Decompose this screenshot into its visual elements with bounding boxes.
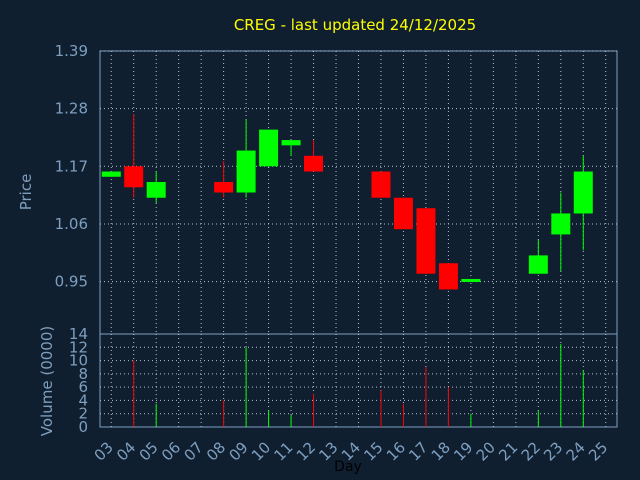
chart-title: CREG - last updated 24/12/2025 <box>234 16 476 34</box>
candle-body <box>573 171 593 214</box>
volume-tick-label: 4 <box>78 391 88 409</box>
candle-body <box>438 263 458 290</box>
candle-03 <box>101 171 121 177</box>
price-tick-label: 0.95 <box>55 273 88 291</box>
price-tick-label: 1.28 <box>55 100 88 118</box>
candle-18 <box>438 263 458 290</box>
candle-body <box>146 182 166 198</box>
candle-body <box>461 278 481 282</box>
candle-19 <box>461 278 481 282</box>
candle-22 <box>528 239 548 274</box>
candle-body <box>393 197 413 230</box>
price-tick-label: 1.06 <box>55 215 88 233</box>
price-y-ticks: 0.95 1.06 1.17 1.28 1.39 <box>55 42 88 291</box>
candle-body <box>551 213 571 235</box>
price-panel: 0.95 1.06 1.17 1.28 1.39 Price <box>17 42 618 335</box>
candle-11 <box>281 140 301 156</box>
candle-body <box>304 155 324 172</box>
volume-tick-label: 0 <box>78 418 88 436</box>
candle-body <box>528 255 548 274</box>
candle-10 <box>259 129 279 167</box>
candle-17 <box>416 208 436 274</box>
volume-tick-label: 8 <box>78 365 88 383</box>
volume-tick-label: 10 <box>69 352 88 370</box>
price-axis-label: Price <box>17 174 35 211</box>
candle-body <box>259 129 279 167</box>
candle-body <box>236 150 256 193</box>
candle-body <box>416 208 436 274</box>
price-tick-label: 1.39 <box>55 42 88 60</box>
candle-23 <box>551 192 571 272</box>
volume-tick-label: 6 <box>78 378 88 396</box>
x-axis-label: Day <box>334 459 362 475</box>
candle-15 <box>371 171 391 198</box>
volume-tick-label: 12 <box>69 338 88 356</box>
candle-05 <box>146 171 166 203</box>
candle-body <box>281 140 301 146</box>
candle-body <box>124 166 144 188</box>
candle-16 <box>393 197 413 230</box>
candle-body <box>214 182 234 193</box>
candle-08 <box>214 161 234 198</box>
volume-tick-label: 14 <box>69 325 88 343</box>
volume-bars <box>133 343 584 427</box>
volume-tick-label: 2 <box>78 405 88 423</box>
candle-09 <box>236 119 256 198</box>
candles <box>101 113 593 290</box>
candle-04 <box>124 113 144 198</box>
candle-24 <box>573 155 593 251</box>
candle-body <box>371 171 391 198</box>
volume-axis-label: Volume (0000) <box>38 326 56 436</box>
candle-12 <box>304 140 324 172</box>
candle-body <box>101 171 121 177</box>
price-tick-label: 1.17 <box>55 157 88 175</box>
